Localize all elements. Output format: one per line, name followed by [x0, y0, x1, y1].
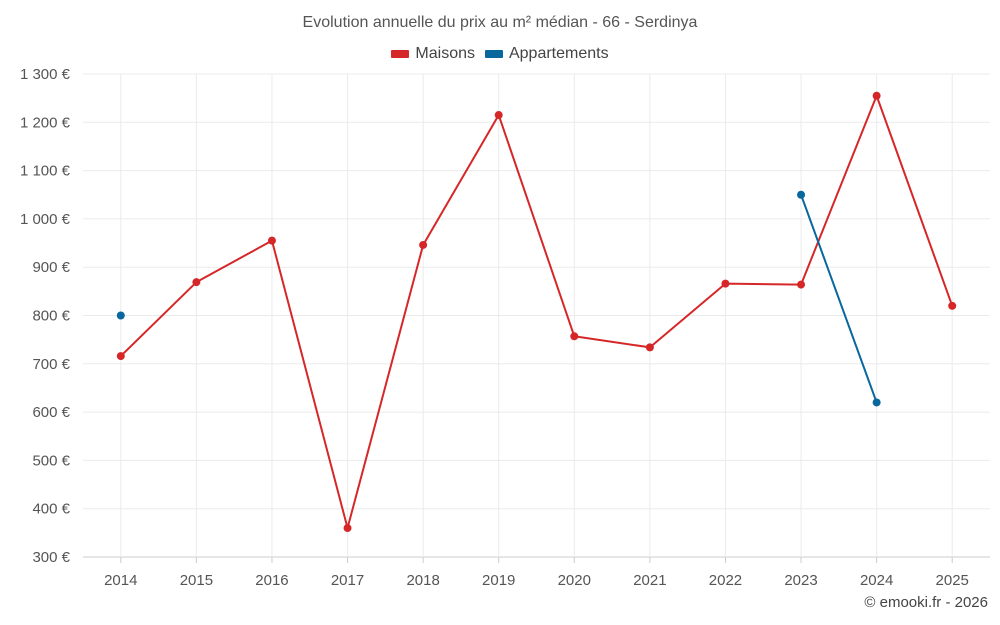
data-point-maisons [797, 280, 806, 289]
data-point-maisons [192, 278, 201, 287]
y-tick-label: 800 € [32, 308, 70, 325]
y-tick-label: 1 100 € [20, 163, 71, 180]
y-tick-label: 400 € [32, 501, 70, 518]
data-point-maisons [267, 236, 276, 245]
x-tick-label: 2020 [558, 572, 591, 589]
y-tick-label: 1 000 € [20, 211, 71, 228]
x-tick-label: 2016 [255, 572, 288, 589]
data-point-maisons [419, 240, 428, 249]
data-point-maisons [116, 352, 125, 361]
legend-label-maisons: Maisons [415, 45, 475, 62]
x-tick-label: 2024 [860, 572, 893, 589]
legend-label-appartements: Appartements [508, 45, 609, 62]
y-tick-label: 1 300 € [20, 66, 71, 83]
chart-title: Evolution annuelle du prix au m² médian … [302, 14, 698, 31]
y-tick-label: 700 € [32, 356, 70, 373]
data-point-maisons [872, 91, 881, 100]
data-point-appartements [797, 190, 806, 199]
x-tick-label: 2019 [482, 572, 515, 589]
legend-item-appartements[interactable]: Appartements [484, 45, 609, 63]
data-point-appartements [872, 398, 881, 407]
data-point-appartements [116, 311, 125, 320]
legend-item-maisons[interactable]: Maisons [391, 45, 475, 63]
data-point-maisons [645, 343, 654, 352]
legend: Maisons Appartements [0, 45, 1000, 63]
x-tick-label: 2021 [633, 572, 666, 589]
x-tick-label: 2018 [406, 572, 439, 589]
data-point-maisons [343, 524, 352, 533]
x-tick-label: 2017 [331, 572, 364, 589]
x-tick-label: 2023 [784, 572, 817, 589]
data-point-maisons [721, 279, 730, 288]
series-line-maisons [120, 94, 954, 530]
legend-swatch-appartements [484, 50, 503, 58]
x-tick-label: 2015 [180, 572, 213, 589]
x-tick-label: 2014 [104, 572, 137, 589]
y-tick-label: 600 € [32, 404, 70, 421]
series-line-appartements [800, 194, 878, 403]
y-tick-label: 1 200 € [20, 114, 71, 131]
y-tick-label: 300 € [32, 549, 70, 566]
data-point-maisons [948, 301, 957, 310]
y-tick-label: 900 € [32, 259, 70, 276]
data-point-maisons [494, 111, 503, 120]
x-tick-label: 2022 [709, 572, 742, 589]
x-tick-label: 2025 [936, 572, 969, 589]
legend-swatch-maisons [391, 50, 410, 58]
y-tick-label: 500 € [32, 452, 70, 469]
data-point-maisons [570, 332, 579, 341]
copyright-credit: © emooki.fr - 2026 [864, 594, 988, 611]
